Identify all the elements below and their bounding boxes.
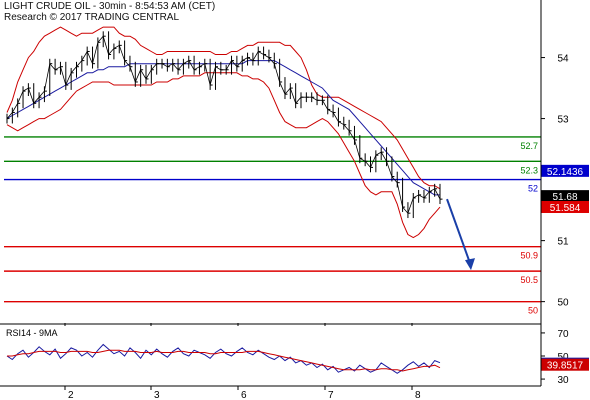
bollinger-lower-line bbox=[6, 72, 441, 239]
y-tick-label: 51 bbox=[557, 237, 569, 248]
y-tick-label: 54 bbox=[557, 54, 569, 65]
x-tick-label: 6 bbox=[241, 390, 247, 400]
y-tick-label: 50 bbox=[557, 298, 569, 309]
x-tick-label: 2 bbox=[68, 390, 74, 400]
price-box-label: 39.8517 bbox=[547, 361, 584, 372]
forecast-arrow-head bbox=[465, 258, 475, 271]
rsi-series-9ma bbox=[7, 349, 441, 372]
price-box bbox=[541, 358, 589, 371]
level-label-5: 50 bbox=[528, 306, 538, 316]
price-box bbox=[541, 190, 589, 203]
copyright-text: Research © 2017 TRADING CENTRAL bbox=[4, 12, 180, 23]
rsi-y-tick-label: 30 bbox=[557, 375, 569, 386]
price-box bbox=[541, 164, 589, 177]
rsi-series-rsi14 bbox=[6, 343, 441, 374]
level-label-1: 52.3 bbox=[520, 165, 538, 175]
y-tick-label: 53 bbox=[557, 115, 569, 126]
rsi-panel: RSI14 - 9MA30507044.228439.8517 bbox=[6, 328, 589, 386]
bollinger-upper-line bbox=[6, 26, 441, 190]
level-label-0: 52.7 bbox=[520, 141, 538, 151]
price-panel: 52.7 52.3 52 50.9 50.5 50 50 51 53 54 52.1436 51.68… bbox=[4, 26, 589, 316]
price-box-label: 51.68 bbox=[552, 192, 577, 203]
x-tick-label: 7 bbox=[328, 390, 334, 400]
rsi-title: RSI14 - 9MA bbox=[6, 328, 58, 338]
level-label-3: 50.9 bbox=[520, 251, 538, 261]
level-label-2: 52 bbox=[528, 184, 538, 194]
price-line bbox=[6, 35, 441, 214]
price-box bbox=[541, 200, 589, 213]
price-box-label: 51.584 bbox=[550, 203, 581, 214]
level-label-4: 50.5 bbox=[520, 275, 538, 285]
x-tick-label: 8 bbox=[415, 390, 421, 400]
price-box-label: 52.1436 bbox=[547, 167, 584, 178]
rsi-y-tick-label: 50 bbox=[557, 352, 569, 363]
moving-average-line bbox=[6, 60, 440, 196]
x-tick-label: 3 bbox=[154, 390, 160, 400]
forecast-arrow-shaft bbox=[446, 198, 471, 264]
rsi-y-tick-label: 70 bbox=[557, 329, 569, 340]
chart-title: LIGHT CRUDE OIL - 30min - 8:54:53 AM (CE… bbox=[4, 1, 216, 12]
chart-frame bbox=[0, 0, 542, 387]
